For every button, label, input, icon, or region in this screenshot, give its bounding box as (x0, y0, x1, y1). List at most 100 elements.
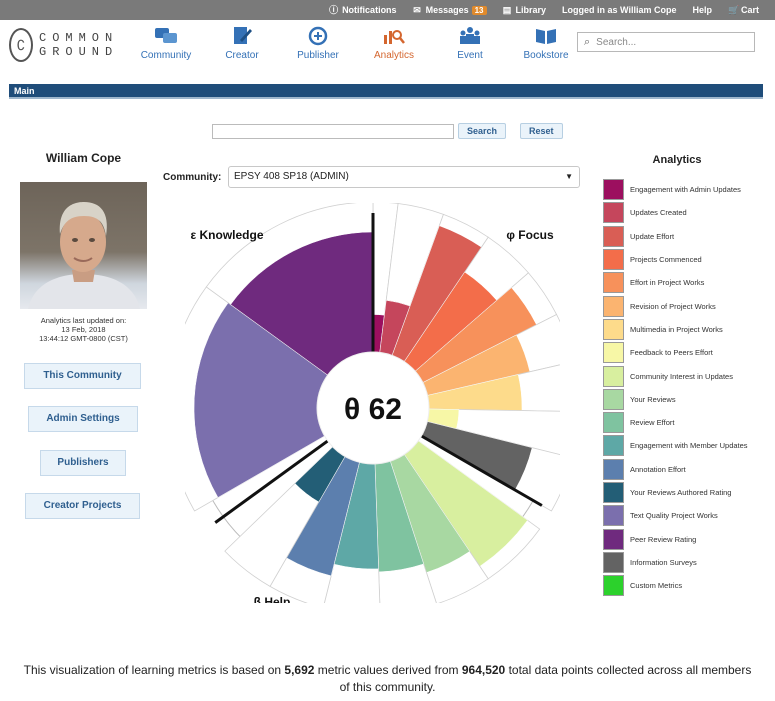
legend-title: Analytics (652, 154, 702, 166)
visualization-summary: This visualization of learning metrics i… (20, 662, 755, 696)
nav-publisher[interactable]: Publisher (280, 26, 356, 61)
legend-swatch (603, 272, 624, 294)
search-icon: ⌕ (584, 35, 591, 48)
legend-label: Custom Metrics (630, 581, 683, 591)
legend-item[interactable]: Update Effort (603, 225, 748, 248)
publisher-icon (308, 26, 328, 46)
legend-label: Text Quality Project Works (630, 511, 718, 521)
publishers-button[interactable]: Publishers (40, 450, 126, 476)
legend-swatch (603, 365, 624, 387)
logged-in-label: Logged in as William Cope (562, 5, 677, 15)
section-divider (214, 439, 329, 524)
legend-label: Information Surveys (630, 557, 697, 567)
chart-section-label: ε Knowledge (190, 228, 263, 242)
chart-center-label: θ 62 (344, 393, 402, 426)
legend-item[interactable]: Engagement with Member Updates (603, 434, 748, 457)
cart-icon: 🛒 (727, 4, 740, 15)
chevron-down-icon: ▼ (565, 172, 573, 181)
legend-item[interactable]: Effort in Project Works (603, 271, 748, 294)
main-nav: Community Creator Publisher Analytics Ev… (128, 26, 584, 61)
legend-label: Effort in Project Works (630, 278, 705, 288)
profile-name: William Cope (45, 151, 122, 165)
legend-label: Annotation Effort (630, 464, 686, 474)
legend-item[interactable]: Updates Created (603, 201, 748, 224)
legend-item[interactable]: Projects Commenced (603, 248, 748, 271)
library-label: Library (515, 5, 547, 15)
search-box[interactable]: ⌕ Search... (577, 32, 755, 52)
nav-bookstore-label: Bookstore (523, 50, 569, 61)
legend-item[interactable]: Annotation Effort (603, 458, 748, 481)
legend-item[interactable]: Review Effort (603, 411, 748, 434)
logged-in-link[interactable]: Logged in as William Cope (562, 5, 676, 15)
legend-item[interactable]: Engagement with Admin Updates (603, 178, 748, 201)
nav-community[interactable]: Community (128, 26, 204, 61)
legend-item[interactable]: Peer Review Rating (603, 527, 748, 550)
nav-publisher-label: Publisher (297, 50, 339, 61)
legend-item[interactable]: Text Quality Project Works (603, 504, 748, 527)
legend-label: Peer Review Rating (630, 534, 697, 544)
cart-link[interactable]: 🛒 Cart (728, 5, 759, 15)
reset-button[interactable]: Reset (520, 123, 563, 139)
search-button[interactable]: Search (458, 123, 507, 139)
nav-analytics-label: Analytics (373, 50, 414, 61)
chart-section-label: β Help (254, 595, 291, 603)
legend-item[interactable]: Community Interest in Updates (603, 364, 748, 387)
notifications-label: Notifications (342, 5, 397, 15)
summary-middle: metric values derived from (314, 663, 462, 677)
legend-swatch (603, 179, 624, 201)
legend-item[interactable]: Information Surveys (603, 551, 748, 574)
legend-label: Engagement with Admin Updates (630, 185, 741, 195)
legend-item[interactable]: Your Reviews (603, 388, 748, 411)
help-label: Help (692, 5, 712, 15)
cart-label: Cart (740, 5, 759, 15)
legend-label: Multimedia in Project Works (630, 324, 723, 334)
messages-link[interactable]: ✉ Messages 13 (413, 5, 487, 15)
legend-swatch (603, 482, 624, 503)
analytics-legend: Engagement with Admin Updates Updates Cre… (603, 178, 748, 597)
summary-data-points: 964,520 (461, 663, 506, 677)
notifications-link[interactable]: ⓘ Notifications (329, 5, 397, 15)
logo-line-1: COMMON (39, 31, 119, 45)
legend-item[interactable]: Revision of Project Works (603, 294, 748, 317)
legend-item[interactable]: Multimedia in Project Works (603, 318, 748, 341)
main-section-title: Main (14, 86, 35, 96)
admin-settings-button[interactable]: Admin Settings (28, 406, 138, 432)
legend-swatch (603, 412, 624, 434)
logo[interactable]: ∁ COMMON GROUND (9, 28, 118, 62)
this-community-button[interactable]: This Community (24, 363, 141, 389)
help-link[interactable]: Help (692, 5, 712, 15)
summary-metric-values: 5,692 (284, 663, 315, 677)
legend-label: Updates Created (630, 208, 687, 218)
content-search-input[interactable] (212, 123, 454, 139)
messages-label: Messages (425, 5, 469, 15)
nav-bookstore[interactable]: Bookstore (508, 26, 584, 61)
legend-item[interactable]: Feedback to Peers Effort (603, 341, 748, 364)
nav-creator[interactable]: Creator (204, 26, 280, 61)
nav-event-label: Event (457, 50, 483, 61)
community-selected-value: EPSY 408 SP18 (ADMIN) (234, 171, 349, 182)
summary-prefix: This visualization of learning metrics i… (23, 663, 285, 677)
legend-swatch (603, 202, 624, 224)
community-select[interactable]: EPSY 408 SP18 (ADMIN) ▼ (228, 166, 580, 188)
legend-item[interactable]: Custom Metrics (603, 574, 748, 597)
legend-item[interactable]: Your Reviews Authored Rating (603, 481, 748, 504)
updated-line-3: 13:44:12 GMT-0800 (CST) (39, 334, 128, 343)
nav-analytics[interactable]: Analytics (356, 26, 432, 61)
library-link[interactable]: ▤ Library (503, 5, 547, 15)
messages-count-badge: 13 (471, 5, 487, 15)
info-icon: ⓘ (329, 4, 339, 15)
logo-line-2: GROUND (39, 45, 119, 59)
legend-swatch (603, 318, 624, 340)
nav-event[interactable]: Event (432, 26, 508, 61)
logo-text: COMMON GROUND (39, 31, 118, 59)
legend-label: Engagement with Member Updates (630, 441, 748, 451)
analytics-updated-text: Analytics last updated on: 13 Feb, 2018 … (20, 316, 147, 343)
content-search-row: Search Reset (212, 123, 563, 139)
legend-swatch (603, 505, 624, 527)
legend-swatch (603, 528, 624, 550)
legend-swatch (603, 342, 624, 364)
chart-section-label: φ Focus (506, 228, 554, 242)
event-icon (460, 27, 480, 44)
creator-projects-button[interactable]: Creator Projects (25, 493, 140, 519)
creator-icon (234, 27, 252, 44)
